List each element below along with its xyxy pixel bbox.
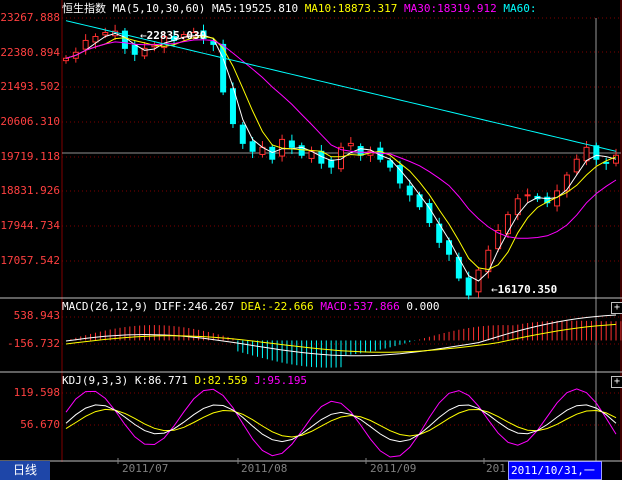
candle-body (544, 196, 551, 204)
high-annotation: ←22835.030 (140, 29, 207, 42)
price-axis-label: 17057.542 (0, 254, 60, 267)
candle-body (583, 146, 590, 162)
x-axis-label: 201 (486, 462, 506, 475)
ma10-value: MA10:18873.317 (304, 2, 398, 15)
candle-body (249, 141, 256, 152)
candle-body (131, 44, 138, 55)
x-axis-label: 2011/09 (370, 462, 417, 475)
price-axis-label: 21493.502 (0, 80, 60, 93)
macd-dea: DEA:-22.666 (240, 300, 314, 313)
kdj-params: KDJ(9,3,3) (62, 374, 129, 387)
candle-body (573, 158, 580, 173)
kdj-d: D:82.559 (194, 374, 248, 387)
candle-body (495, 229, 502, 250)
price-header: 恒生指数 MA(5,10,30,60) MA5:19525.810 MA10:1… (62, 1, 537, 17)
macd-header: MACD(26,12,9) DIFF:246.267 DEA:-22.666 M… (62, 299, 440, 315)
candle-body (220, 43, 227, 93)
candle-body (593, 145, 600, 160)
price-axis-label: 19719.118 (0, 150, 60, 163)
candle-body (102, 32, 109, 36)
candle-body (141, 47, 148, 57)
ma5-line (65, 32, 617, 282)
ma30-value: MA30:18319.912 (404, 2, 497, 15)
candle-body (603, 161, 610, 164)
candle-body (82, 39, 89, 50)
kdj-j: J:95.195 (254, 374, 308, 387)
ma60-value: MA60: (503, 2, 537, 15)
macd-value: MACD:537.866 (320, 300, 400, 313)
ma-params: MA(5,10,30,60) (112, 2, 206, 15)
x-axis-label: 2011/08 (241, 462, 288, 475)
ma5-value: MA5:19525.810 (211, 2, 299, 15)
macd-dea-line (65, 323, 617, 353)
macd-diff: DIFF:246.267 (154, 300, 235, 313)
ma30-line (65, 39, 617, 239)
candle-body (387, 160, 394, 168)
candle-body (328, 159, 335, 168)
cursor-date: 2011/10/31,一 (508, 461, 602, 480)
candle-body (239, 124, 246, 144)
kdj-axis-label: 56.670 (20, 418, 60, 431)
kdj-k: K:86.771 (134, 374, 188, 387)
candle-body (92, 35, 99, 43)
low-annotation: ←16170.350 (491, 283, 558, 296)
candle-body (298, 145, 305, 156)
candle-body (406, 185, 413, 196)
candle-body (563, 174, 570, 192)
price-axis-label: 20606.310 (0, 115, 60, 128)
candle-body (347, 142, 354, 147)
macd-params: MACD(26,12,9) (62, 300, 149, 313)
kdj-axis-label: 119.598 (13, 386, 60, 399)
macd-axis-label: -156.732 (7, 337, 60, 350)
kdj-k-line (65, 404, 617, 443)
price-axis-label: 22380.894 (0, 46, 60, 59)
candle-body (396, 165, 403, 184)
price-axis-label: 18831.926 (0, 184, 60, 197)
macd-diff-line (65, 314, 617, 357)
candle-body (269, 146, 276, 160)
macd-extra: 0.000 (406, 300, 440, 313)
arrow-left-icon: ← (140, 29, 147, 42)
kdj-j-line (65, 388, 617, 458)
macd-axis-label: 538.943 (13, 309, 60, 322)
price-axis-label: 17944.734 (0, 219, 60, 232)
expand-kdj-button[interactable]: + (611, 376, 622, 388)
candle-body (63, 57, 69, 62)
kdj-d-line (65, 408, 617, 438)
candle-body (465, 277, 472, 296)
candle-body (524, 194, 531, 197)
kdj-header: KDJ(9,3,3) K:86.771 D:82.559 J:95.195 (62, 373, 307, 389)
candle-body (613, 154, 619, 164)
ma10-line (65, 35, 617, 271)
candle-body (229, 88, 236, 125)
candle-body (357, 146, 364, 156)
period-tab-daily[interactable]: 日线 (0, 461, 50, 480)
index-name: 恒生指数 (62, 2, 106, 15)
price-axis-label: 23267.888 (0, 11, 60, 24)
candle-body (504, 214, 511, 235)
ma60-line (65, 20, 617, 152)
candle-body (426, 203, 433, 224)
arrow-left-icon: ← (491, 283, 498, 296)
x-axis-label: 2011/07 (122, 462, 169, 475)
candle-body (288, 140, 295, 148)
expand-macd-button[interactable]: + (611, 302, 622, 314)
